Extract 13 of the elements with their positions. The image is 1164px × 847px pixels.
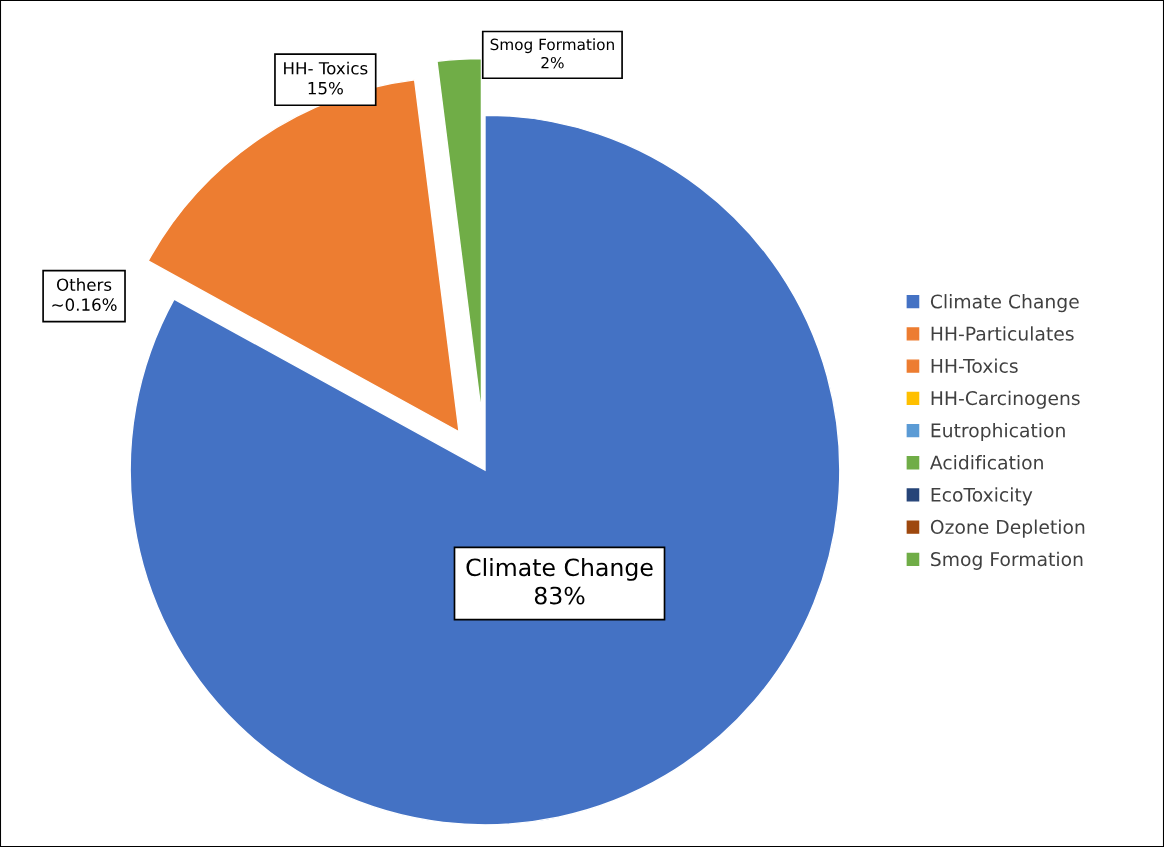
legend-label: HH-Carcinogens	[931, 390, 1080, 409]
legend-label: Climate Change	[930, 294, 1079, 313]
data-label: HH- Toxics 15%	[284, 61, 368, 95]
legend-label: EcoToxicity	[931, 487, 1033, 506]
legend-label: Ozone Depletion	[930, 519, 1085, 538]
data-label: Climate Change 83%	[466, 558, 653, 605]
legend-label: Acidification	[929, 455, 1043, 470]
legend-label: Smog Formation	[931, 551, 1083, 570]
legend-label: HH-Toxics	[931, 358, 1018, 373]
data-label: Smog Formation 2%	[490, 38, 614, 69]
legend-label: Eutrophication	[931, 422, 1065, 442]
legend-label: HH-Particulates	[931, 326, 1074, 341]
text: Others ~0.16%	[52, 278, 117, 311]
